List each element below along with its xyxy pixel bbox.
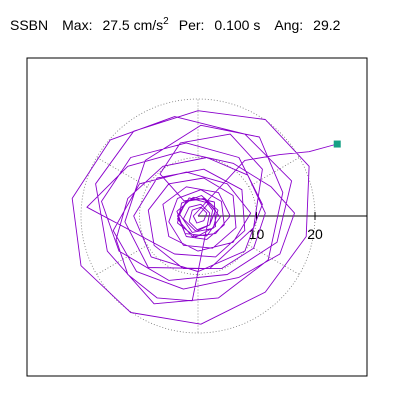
x-tick-label: 20 [307,226,323,242]
motion-trace [71,110,338,325]
end-point-marker [333,140,341,148]
reference-spoke [96,157,148,188]
max-label: Max: [62,17,93,33]
max-unit: cm/s [133,17,164,33]
reference-spoke [248,244,300,275]
angle-label: Ang: [274,17,304,33]
chart-header: SSBN Max: 27.5 cm/s2 Per: 0.100 s Ang: 29.2 [10,16,340,34]
max-value: 27.5 [102,17,130,33]
period-label: Per: [178,17,205,33]
station-code: SSBN [10,17,49,33]
period-value: 0.100 s [214,17,261,33]
angle-value: 29.2 [313,17,341,33]
reference-spoke [96,244,148,275]
plot-frame [26,57,368,377]
reference-spoke [248,157,300,188]
max-unit-exponent: 2 [163,16,169,27]
